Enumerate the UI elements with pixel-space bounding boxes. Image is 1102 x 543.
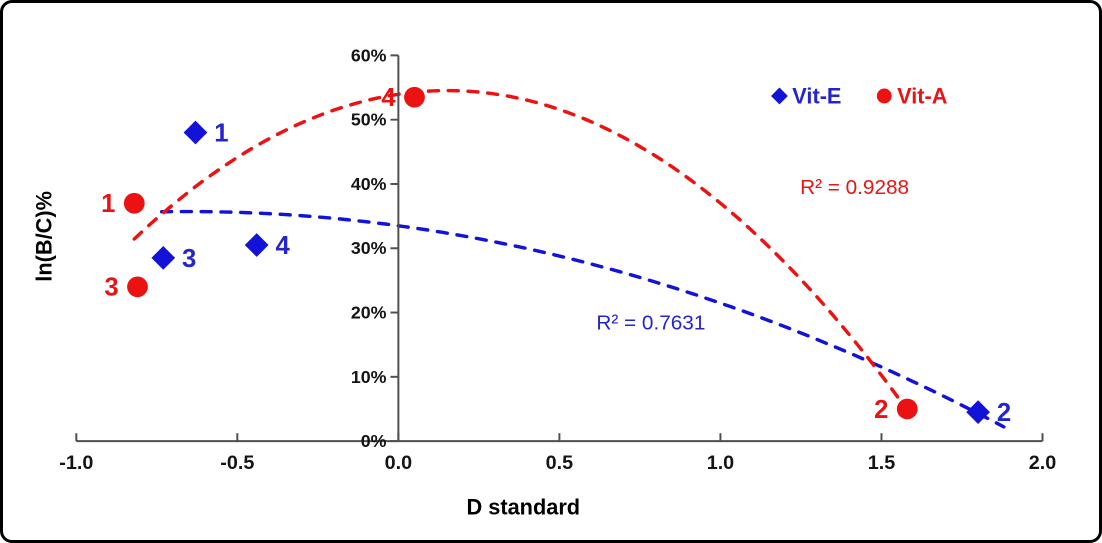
y-axis-title: ln(B/C)% (32, 191, 57, 282)
x-tick-label: 2.0 (1029, 452, 1056, 474)
y-tick-label: 40% (351, 174, 387, 194)
marker-vit-e-1 (183, 120, 208, 145)
data-points-layer: 1 3 4 2 1 3 4 2 (101, 84, 1011, 427)
marker-vit-a-4 (404, 86, 425, 108)
y-tick-label: 20% (351, 302, 387, 322)
axes-layer: -1.0 -0.5 0.0 0.5 1.0 1.5 2.0 0% 10% 20% 30% 40% 50%… (59, 45, 1056, 473)
legend-vit-e-diamond-icon (771, 87, 788, 105)
point-label-vit-a-4: 4 (381, 84, 396, 112)
x-tick-label: -0.5 (220, 452, 254, 474)
x-axis-title: D standard (467, 494, 581, 519)
scatter-chart: -1.0 -0.5 0.0 0.5 1.0 1.5 2.0 0% 10% 20% 30% 40% 50%… (32, 45, 1057, 519)
marker-vit-e-3 (151, 246, 176, 270)
legend-vit-a-circle-icon (876, 88, 892, 104)
x-tick-label: 0.0 (385, 452, 412, 474)
r-squared-vit-e: R² = 0.7631 (596, 311, 705, 334)
y-tick-label: 30% (351, 238, 387, 258)
point-label-vit-e-4: 4 (275, 232, 290, 260)
legend: Vit-E Vit-A (771, 83, 948, 108)
legend-label-vit-a: Vit-A (897, 83, 948, 108)
point-label-vit-e-1: 1 (214, 119, 228, 147)
point-label-vit-a-1: 1 (101, 190, 115, 218)
y-tick-label: 60% (351, 45, 387, 65)
marker-vit-e-4 (244, 233, 269, 257)
trendline-vit-e (159, 209, 1006, 429)
point-label-vit-e-2: 2 (997, 399, 1011, 427)
trendline-vit-a (132, 88, 903, 403)
x-tick-label: -1.0 (59, 452, 93, 474)
marker-vit-a-3 (127, 276, 148, 298)
marker-vit-a-1 (123, 192, 145, 214)
y-tick-label: 50% (351, 110, 387, 130)
x-tick-label: 1.0 (707, 452, 734, 474)
marker-vit-e-2 (966, 400, 990, 425)
legend-label-vit-e: Vit-E (792, 83, 841, 108)
y-tick-label: 0% (361, 431, 387, 451)
trendlines-layer (132, 88, 1006, 429)
point-label-vit-a-2: 2 (874, 396, 888, 424)
marker-vit-a-2 (896, 398, 918, 420)
x-tick-label: 0.5 (546, 452, 573, 474)
point-label-vit-a-3: 3 (104, 274, 118, 302)
r-squared-vit-a: R² = 0.9288 (800, 176, 909, 199)
point-label-vit-e-3: 3 (182, 245, 196, 273)
y-tick-label: 10% (351, 367, 387, 387)
x-tick-label: 1.5 (868, 452, 895, 474)
